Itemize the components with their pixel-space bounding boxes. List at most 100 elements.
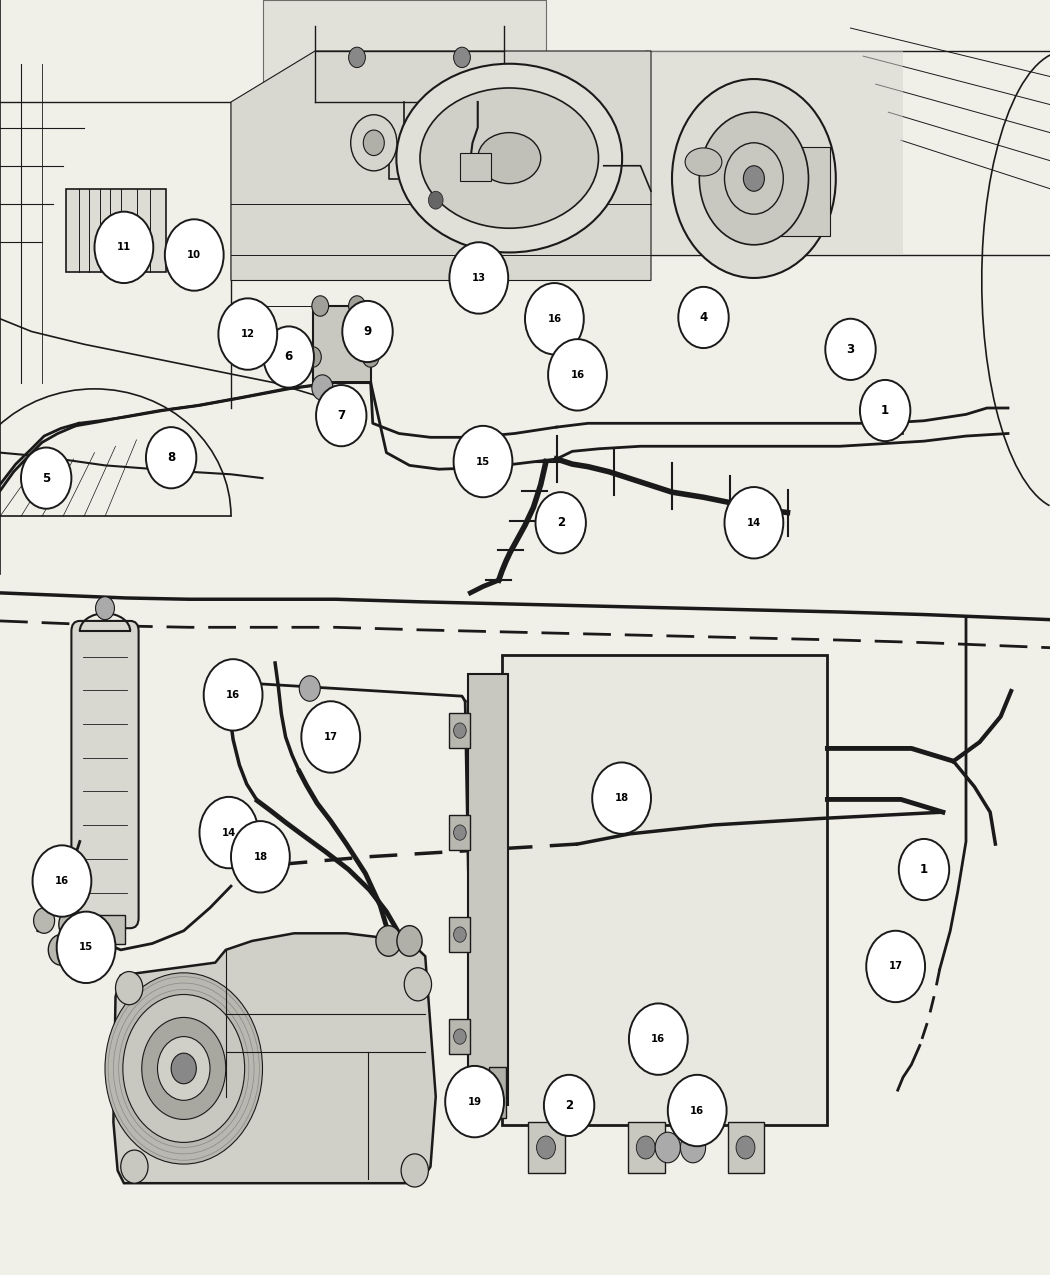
Polygon shape: [113, 933, 436, 1183]
Circle shape: [899, 839, 949, 900]
Circle shape: [165, 219, 224, 291]
Circle shape: [349, 296, 365, 316]
Circle shape: [200, 797, 258, 868]
Circle shape: [142, 1017, 226, 1119]
Bar: [449, 713, 470, 748]
Polygon shape: [231, 51, 651, 280]
Circle shape: [445, 1066, 504, 1137]
Circle shape: [94, 212, 153, 283]
Text: 1: 1: [920, 863, 928, 876]
Circle shape: [146, 427, 196, 488]
Bar: [313, 306, 371, 382]
Circle shape: [351, 115, 397, 171]
Text: 15: 15: [476, 456, 490, 467]
Circle shape: [342, 301, 393, 362]
Circle shape: [668, 1075, 727, 1146]
Circle shape: [540, 291, 561, 316]
Text: 3: 3: [846, 343, 855, 356]
Bar: [460, 153, 491, 181]
Text: 17: 17: [323, 732, 338, 742]
Circle shape: [397, 926, 422, 956]
Circle shape: [349, 47, 365, 68]
Bar: [730, 147, 830, 236]
Text: 16: 16: [55, 876, 69, 886]
Circle shape: [636, 1136, 655, 1159]
Circle shape: [33, 845, 91, 917]
Ellipse shape: [478, 133, 541, 184]
Circle shape: [736, 1136, 755, 1159]
Bar: [528, 1122, 565, 1173]
Bar: [628, 1122, 665, 1173]
Circle shape: [655, 1132, 680, 1163]
Circle shape: [743, 166, 764, 191]
Text: 9: 9: [363, 325, 372, 338]
Circle shape: [362, 347, 379, 367]
Text: 19: 19: [467, 1096, 482, 1107]
Text: 10: 10: [187, 250, 202, 260]
Circle shape: [59, 909, 84, 940]
Circle shape: [171, 1053, 196, 1084]
FancyBboxPatch shape: [71, 621, 139, 928]
Text: 14: 14: [747, 518, 761, 528]
Text: 11: 11: [117, 242, 131, 252]
Circle shape: [121, 1150, 148, 1183]
Circle shape: [158, 1037, 210, 1100]
Circle shape: [264, 326, 314, 388]
Circle shape: [304, 347, 321, 367]
Circle shape: [34, 908, 55, 933]
Bar: [449, 1019, 470, 1054]
Circle shape: [680, 1132, 706, 1163]
Text: 15: 15: [79, 942, 93, 952]
Text: 16: 16: [226, 690, 240, 700]
Text: 18: 18: [614, 793, 629, 803]
Text: 2: 2: [556, 516, 565, 529]
Text: 6: 6: [285, 351, 293, 363]
Circle shape: [678, 287, 729, 348]
Circle shape: [231, 821, 290, 892]
Circle shape: [204, 659, 262, 731]
Bar: [449, 917, 470, 952]
Circle shape: [376, 926, 401, 956]
Circle shape: [544, 1075, 594, 1136]
Text: 7: 7: [337, 409, 345, 422]
Circle shape: [454, 723, 466, 738]
Circle shape: [404, 968, 432, 1001]
Text: 18: 18: [253, 852, 268, 862]
Circle shape: [401, 1154, 428, 1187]
Circle shape: [116, 972, 143, 1005]
Bar: [502, 655, 827, 1125]
Text: 1: 1: [881, 404, 889, 417]
Bar: [468, 674, 508, 1105]
Circle shape: [96, 597, 114, 620]
Text: 12: 12: [240, 329, 255, 339]
Bar: [489, 1067, 506, 1118]
Circle shape: [724, 487, 783, 558]
Circle shape: [216, 669, 242, 700]
Circle shape: [672, 79, 836, 278]
Circle shape: [629, 1003, 688, 1075]
Circle shape: [645, 1020, 670, 1051]
Circle shape: [428, 191, 443, 209]
Circle shape: [454, 47, 470, 68]
Circle shape: [548, 339, 607, 411]
Circle shape: [299, 676, 320, 701]
Circle shape: [123, 994, 245, 1142]
Text: 4: 4: [699, 311, 708, 324]
Circle shape: [454, 426, 512, 497]
Circle shape: [312, 296, 329, 316]
Circle shape: [363, 130, 384, 156]
Circle shape: [218, 298, 277, 370]
Circle shape: [454, 927, 466, 942]
Ellipse shape: [420, 88, 598, 228]
Circle shape: [301, 701, 360, 773]
Circle shape: [105, 973, 262, 1164]
Text: 2: 2: [565, 1099, 573, 1112]
Text: 13: 13: [471, 273, 486, 283]
Circle shape: [48, 935, 74, 965]
Circle shape: [316, 385, 366, 446]
Text: 16: 16: [570, 370, 585, 380]
Bar: [884, 402, 903, 434]
Text: 14: 14: [222, 827, 236, 838]
Circle shape: [537, 1136, 555, 1159]
Circle shape: [525, 283, 584, 354]
